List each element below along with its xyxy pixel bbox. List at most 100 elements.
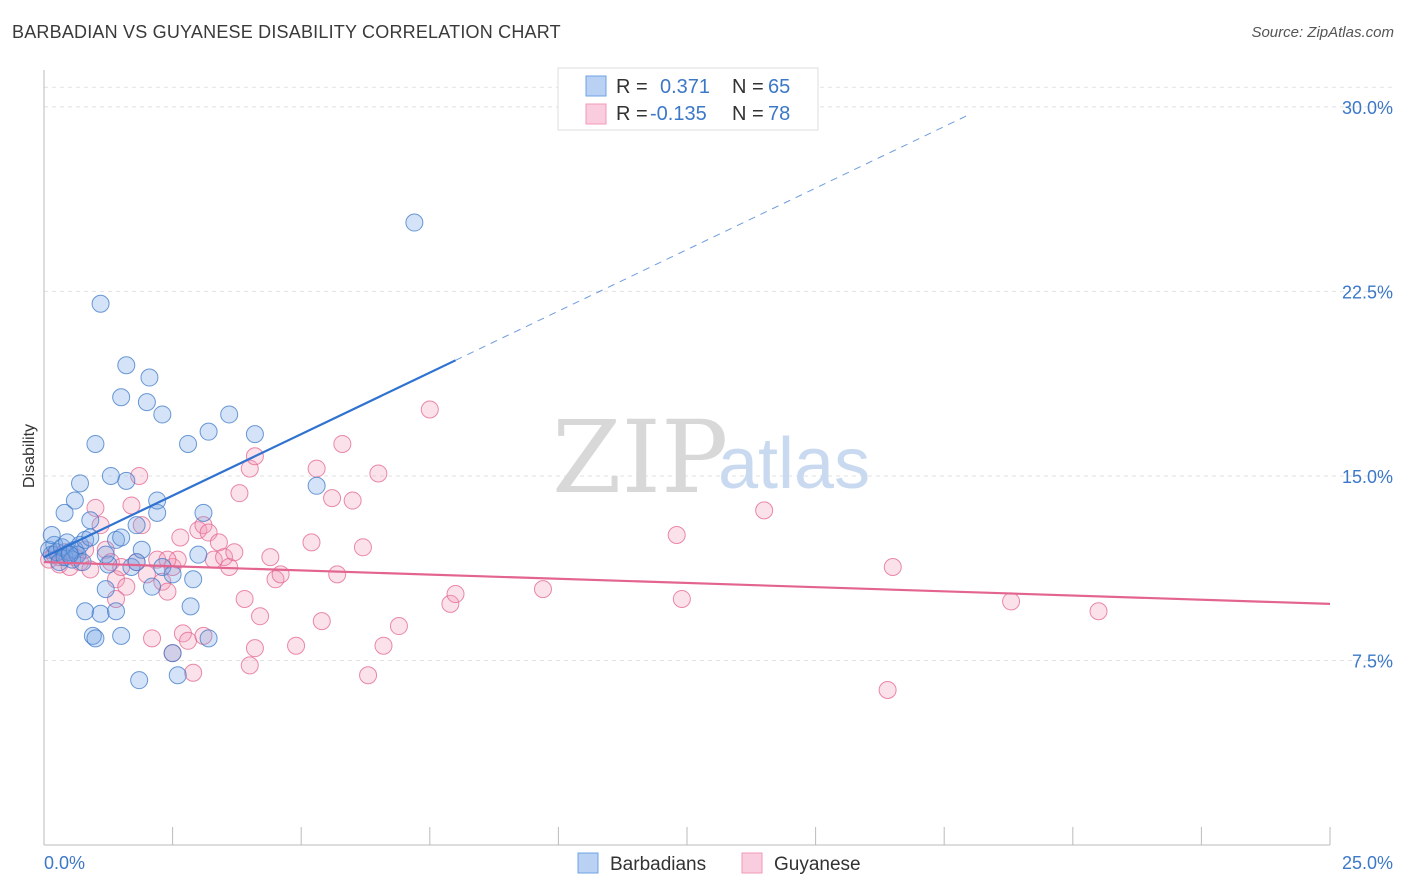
guyanese-point: [374, 636, 393, 655]
y-tick-labels: 7.5% 15.0% 22.5% 30.0%: [1342, 98, 1393, 672]
bottom-legend-swatch-guyanese: [741, 852, 763, 874]
barbadian-point: [189, 545, 208, 564]
chart-source: Source: ZipAtlas.com: [1251, 24, 1394, 41]
guyanese-point: [230, 484, 249, 503]
barbadian-point: [112, 626, 131, 645]
legend-r-value-2: -0.135: [650, 103, 707, 125]
barbadian-trend-extension: [455, 113, 971, 361]
legend-n-label-2: N =: [732, 103, 764, 125]
guyanese-point: [266, 570, 285, 589]
guyanese-point: [878, 681, 897, 699]
barbadian-point: [130, 671, 149, 690]
watermark-zip: ZIP: [552, 399, 728, 516]
guyanese-point: [271, 565, 290, 584]
barbadian-point: [245, 425, 264, 444]
barbadian-point: [112, 528, 131, 547]
barbadian-point: [91, 294, 110, 313]
guyanese-point: [883, 557, 902, 576]
x-tick-label-max: 25.0%: [1342, 853, 1393, 873]
watermark-atlas: atlas: [718, 424, 870, 504]
barbadian-point: [107, 530, 126, 549]
guyanese-point: [359, 666, 378, 685]
guyanese-point: [184, 663, 203, 682]
barbadian-point: [83, 626, 102, 645]
barbadian-point: [199, 629, 218, 648]
guyanese-point: [153, 572, 172, 591]
guyanese-point: [179, 631, 198, 650]
barbadian-point: [112, 388, 131, 407]
guyanese-point: [533, 580, 552, 599]
guyanese-point: [420, 400, 439, 419]
guyanese-point: [1002, 592, 1021, 611]
guyanese-point: [353, 538, 372, 557]
barbadian-point: [194, 503, 213, 522]
barbadian-point: [163, 644, 182, 663]
guyanese-point: [225, 543, 244, 562]
barbadian-point: [163, 565, 182, 584]
barbadian-point: [96, 545, 115, 564]
barbadian-point: [71, 474, 90, 493]
barbadian-point: [86, 629, 105, 648]
legend-r-value-1: 0.371: [660, 76, 710, 98]
x-tick-label-min: 0.0%: [44, 853, 85, 873]
guyanese-point: [117, 577, 136, 596]
legend-swatch-guyanese: [585, 103, 607, 125]
guyanese-point: [369, 464, 388, 483]
guyanese-point: [307, 459, 326, 478]
grid-lines: [44, 86, 1394, 661]
guyanese-point: [261, 548, 280, 567]
barbadian-point: [405, 213, 424, 232]
y-tick-label: 7.5%: [1352, 651, 1393, 671]
barbadian-point: [168, 666, 187, 685]
guyanese-point: [245, 639, 264, 658]
barbadian-point: [107, 602, 126, 621]
series-legend: Barbadians Guyanese: [577, 852, 861, 875]
guyanese-point: [189, 521, 208, 540]
axes: [43, 70, 1331, 846]
barbadian-point: [117, 356, 136, 375]
barbadian-point: [86, 434, 105, 453]
legend-n-label-1: N =: [732, 76, 764, 98]
guyanese-point: [171, 528, 190, 547]
guyanese-point: [132, 516, 151, 535]
guyanese-point: [441, 594, 460, 613]
barbadian-point: [148, 503, 167, 522]
guyanese-point: [287, 636, 306, 655]
watermark: ZIP atlas: [552, 399, 870, 516]
guyanese-point: [251, 607, 270, 626]
guyanese-point: [446, 585, 465, 604]
barbadian-point: [91, 604, 110, 623]
correlation-legend: R = 0.371 N = 65 R = -0.135 N = 78: [557, 67, 819, 131]
guyanese-point: [302, 533, 321, 552]
guyanese-point: [328, 565, 347, 584]
legend-n-value-2: 78: [768, 103, 790, 125]
guyanese-point: [158, 582, 177, 601]
barbadian-point: [96, 580, 115, 599]
guyanese-point: [81, 560, 100, 579]
barbadian-point: [307, 476, 326, 495]
barbadian-point: [184, 570, 203, 589]
barbadian-point: [143, 577, 162, 596]
guyanese-point: [343, 491, 362, 510]
barbadian-point: [220, 405, 239, 424]
barbadian-point: [81, 511, 100, 530]
legend-n-value-1: 65: [768, 76, 790, 98]
barbadian-point: [132, 540, 151, 559]
guyanese-point: [333, 434, 352, 453]
barbadian-point: [137, 393, 156, 412]
guyanese-point: [235, 589, 254, 608]
y-tick-label: 15.0%: [1342, 467, 1393, 487]
guyanese-point: [240, 656, 259, 675]
guyanese-point: [672, 589, 691, 608]
guyanese-point: [194, 626, 213, 645]
barbadian-point: [127, 516, 146, 535]
chart-title: BARBADIAN VS GUYANESE DISABILITY CORRELA…: [12, 22, 561, 42]
legend-r-label-1: R =: [616, 76, 648, 98]
legend-swatch-barbadians: [585, 75, 607, 97]
barbadian-point: [199, 422, 218, 441]
barbadian-point: [122, 557, 141, 576]
barbadian-point: [181, 597, 200, 616]
barbadian-point: [153, 405, 172, 424]
guyanese-point: [215, 548, 234, 567]
